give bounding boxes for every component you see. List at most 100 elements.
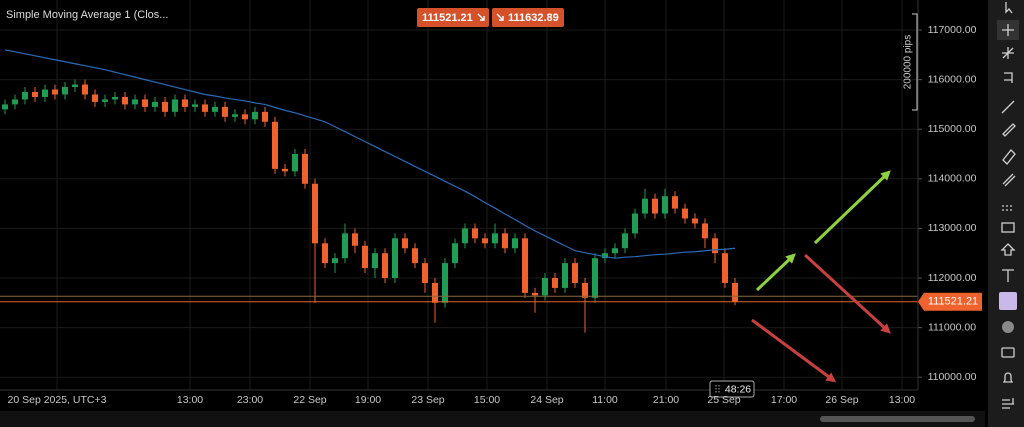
candle-body [312, 183, 318, 244]
y-tick-label: 113000.00 [928, 222, 977, 234]
arrow-up [813, 170, 891, 245]
candle-body [682, 208, 688, 219]
color-picker[interactable] [999, 292, 1017, 310]
grid [0, 0, 922, 390]
tool[interactable] [1002, 173, 1016, 187]
candle-body [232, 114, 238, 117]
candle-body [632, 213, 638, 234]
candle-body [292, 154, 298, 172]
candle-body [112, 96, 118, 100]
candle-body [162, 101, 168, 112]
candle-body [562, 263, 568, 288]
sell-icon [477, 13, 485, 21]
candle-body [352, 233, 358, 246]
candle-body [642, 198, 648, 214]
x-tick-label: 11:00 [592, 394, 618, 406]
line-tool[interactable] [1001, 100, 1015, 114]
candle-body [552, 278, 558, 288]
x-tick-label: 19:00 [355, 394, 381, 406]
candle-body [652, 198, 658, 214]
candle-body [182, 99, 188, 107]
grip [715, 385, 720, 394]
tool[interactable] [1002, 47, 1014, 59]
candle-body [542, 278, 548, 296]
indicator-label: Simple Moving Average 1 (Clos... [6, 9, 168, 21]
marks [0, 49, 918, 333]
candle-body [132, 99, 138, 105]
arrow-down [751, 318, 837, 383]
candle-body [322, 243, 328, 264]
candle-body [2, 104, 8, 110]
candle-body [442, 263, 448, 303]
toolbar-icons [997, 2, 1019, 409]
x-tick-label: 24 Sep [530, 394, 563, 406]
sell-badge[interactable] [417, 8, 489, 27]
tool[interactable] [1002, 149, 1016, 165]
x-tick-label: 15:00 [474, 394, 500, 406]
rect-tool[interactable] [1001, 222, 1015, 233]
candle-body [122, 96, 128, 105]
candle-body [532, 292, 538, 296]
x-tick-label: 13:00 [177, 394, 203, 406]
camera-tool[interactable] [1001, 347, 1015, 358]
y-tick-label: 110000.00 [928, 371, 977, 383]
y-tick-label: 116000.00 [928, 73, 977, 85]
crosshair-tool[interactable] [1002, 24, 1014, 36]
tool[interactable] [1000, 243, 1016, 256]
buy-badge[interactable] [492, 8, 564, 27]
candle-body [672, 196, 678, 209]
candle-body [382, 253, 388, 279]
toolbar [988, 0, 1024, 427]
candle-body [422, 263, 428, 283]
x-tick-label: 13:00 [889, 394, 915, 406]
y-tick-label: 115000.00 [928, 123, 977, 135]
candle-body [592, 258, 598, 298]
buy-price: 111632.89 [508, 12, 559, 24]
candle-body [452, 243, 458, 264]
tool[interactable] [1002, 205, 1014, 211]
buy-icon [496, 13, 504, 21]
candle-body [92, 94, 98, 102]
alert-tool[interactable] [1002, 372, 1014, 383]
candle-body [52, 89, 58, 95]
candle-body [332, 258, 338, 264]
y-tick-label: 117000.00 [928, 24, 977, 36]
price-tag-label: 111521.21 [928, 296, 978, 308]
x-tick-label: 23:00 [237, 394, 263, 406]
candle-body [392, 238, 398, 279]
tool[interactable] [1004, 72, 1013, 83]
candle-body [702, 223, 708, 239]
candle-body [282, 168, 288, 172]
x-tick-label: 26 Sep [825, 394, 858, 406]
candle-body [172, 99, 178, 112]
price-tag [918, 292, 982, 311]
text-tool[interactable] [1002, 269, 1014, 282]
tool[interactable] [1002, 398, 1014, 409]
arrow-up [755, 253, 796, 292]
candle-body [252, 111, 258, 120]
candle-body [622, 233, 628, 249]
candle-body [492, 233, 498, 244]
x-tick-label: 17:00 [771, 394, 797, 406]
candle-body [732, 282, 738, 302]
candle-body [102, 99, 108, 102]
candle-body [152, 101, 158, 107]
candle-body [12, 99, 18, 105]
arrow-down [803, 253, 891, 334]
y-tick-label: 114000.00 [928, 173, 977, 185]
candle-body [362, 245, 368, 269]
candle-body [412, 248, 418, 264]
candle-body [482, 238, 488, 244]
candle-body [62, 87, 68, 95]
scrollbar[interactable] [820, 416, 975, 422]
cursor-tool[interactable] [1005, 2, 1013, 14]
tool[interactable] [1002, 321, 1014, 333]
candle-body [222, 106, 228, 117]
candle-body [522, 238, 528, 293]
candle-body [372, 253, 378, 269]
pen-tool[interactable] [1002, 123, 1016, 137]
candle-body [42, 89, 48, 97]
candle-body [602, 253, 608, 259]
